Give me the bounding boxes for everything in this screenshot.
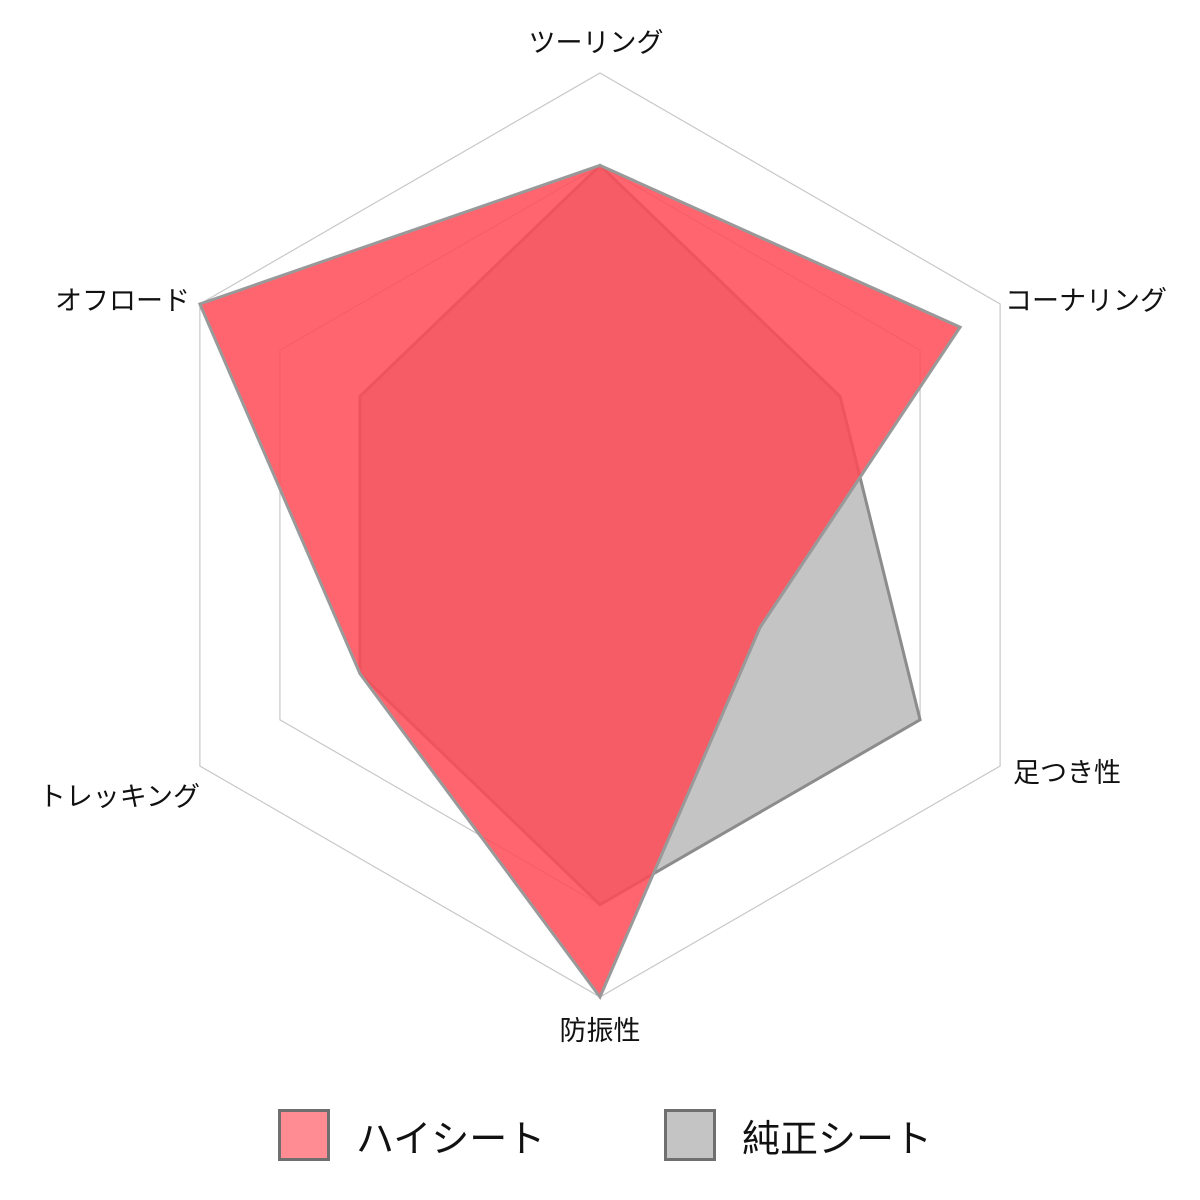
legend: ハイシート 純正シート <box>0 1105 1200 1165</box>
legend-swatch-high-seat <box>278 1109 330 1161</box>
legend-label-stock-seat: 純正シート <box>742 1116 933 1161</box>
axis-label-4: トレッキング <box>39 782 200 813</box>
axis-label-3: 防振性 <box>560 1016 641 1047</box>
legend-label-high-seat: ハイシート <box>356 1116 546 1161</box>
series-high-seat <box>197 163 963 1000</box>
legend-item-high-seat: ハイシート <box>278 1105 545 1165</box>
axis-label-1: コーナリング <box>1005 286 1167 317</box>
legend-swatch-stock-seat <box>664 1109 716 1161</box>
axis-label-2: 足つき性 <box>1013 758 1121 789</box>
axis-label-5: オフロード <box>55 286 190 317</box>
radar-series <box>197 163 963 1000</box>
axis-label-0: ツーリング <box>529 28 664 59</box>
legend-item-stock-seat: 純正シート <box>664 1105 932 1165</box>
